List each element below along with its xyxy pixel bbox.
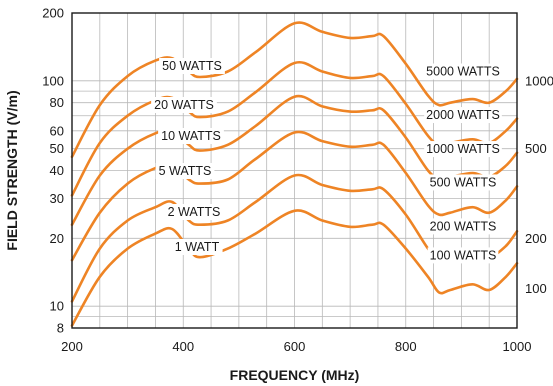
plot-frame bbox=[71, 12, 518, 329]
curve-label: 10 WATTS bbox=[161, 129, 221, 143]
right-axis-tick-label: 1000 bbox=[525, 73, 553, 88]
y-tick-label: 8 bbox=[57, 321, 64, 336]
y-tick-label: 40 bbox=[50, 163, 64, 178]
x-tick-label: 1000 bbox=[503, 339, 532, 354]
curve-50-watts bbox=[70, 21, 519, 159]
x-axis-title: FREQUENCY (MHz) bbox=[230, 367, 360, 383]
curve-label-backing bbox=[155, 163, 215, 179]
curve-label-backing bbox=[151, 97, 217, 113]
curve-label: 1 WATT bbox=[175, 240, 220, 254]
right-curve-label-backing bbox=[427, 218, 499, 235]
right-axis-tick-label: 200 bbox=[525, 231, 547, 246]
curve-label-backing bbox=[171, 239, 223, 255]
x-tick-label: 800 bbox=[395, 339, 417, 354]
right-curve-label-backing bbox=[427, 174, 499, 191]
x-tick-label: 200 bbox=[61, 339, 83, 354]
curve-1-watt bbox=[70, 209, 519, 327]
y-tick-label: 100 bbox=[42, 73, 64, 88]
y-tick-label: 20 bbox=[50, 231, 64, 246]
right-curve-label: 100 WATTS bbox=[430, 248, 497, 262]
curve-label: 50 WATTS bbox=[162, 59, 222, 73]
curve-label: 5 WATTS bbox=[159, 164, 212, 178]
right-curve-label: 500 WATTS bbox=[430, 175, 497, 189]
right-curve-label: 1000 WATTS bbox=[426, 142, 500, 156]
right-curve-label: 2000 WATTS bbox=[426, 108, 500, 122]
right-axis-tick-label: 100 bbox=[525, 281, 547, 296]
x-tick-label: 600 bbox=[284, 339, 306, 354]
right-curve-label-backing bbox=[424, 63, 502, 80]
y-tick-label: 10 bbox=[50, 299, 64, 314]
right-curve-label: 5000 WATTS bbox=[426, 65, 500, 79]
grid bbox=[71, 12, 518, 329]
curve-label: 20 WATTS bbox=[154, 98, 214, 112]
y-tick-label: 60 bbox=[50, 123, 64, 138]
y-tick-label: 30 bbox=[50, 191, 64, 206]
y-tick-label: 200 bbox=[42, 6, 64, 21]
y-tick-label: 80 bbox=[50, 95, 64, 110]
curve-label: 2 WATTS bbox=[168, 205, 221, 219]
x-tick-label: 400 bbox=[172, 339, 194, 354]
tick-labels: 200 400 600 800 1000 8 10 20 30 40 50 60 80 100 200 100… bbox=[42, 6, 553, 355]
curve-labels: 1 WATT 2 WATTS 5 WATTS 10 WATTS 20 WATTS 50 W… bbox=[151, 58, 502, 264]
right-axis-tick-label: 500 bbox=[525, 141, 547, 156]
curve-label-backing bbox=[164, 204, 224, 220]
y-tick-label: 50 bbox=[50, 141, 64, 156]
curve-label-backing bbox=[159, 58, 225, 74]
right-curve-label: 200 WATTS bbox=[430, 219, 497, 233]
y-axis-title: FIELD STRENGTH (V/m) bbox=[4, 90, 20, 250]
right-curve-label-backing bbox=[424, 141, 502, 158]
curve-label-backing bbox=[158, 128, 224, 144]
right-curve-label-backing bbox=[427, 247, 499, 264]
right-curve-label-backing bbox=[424, 107, 502, 124]
